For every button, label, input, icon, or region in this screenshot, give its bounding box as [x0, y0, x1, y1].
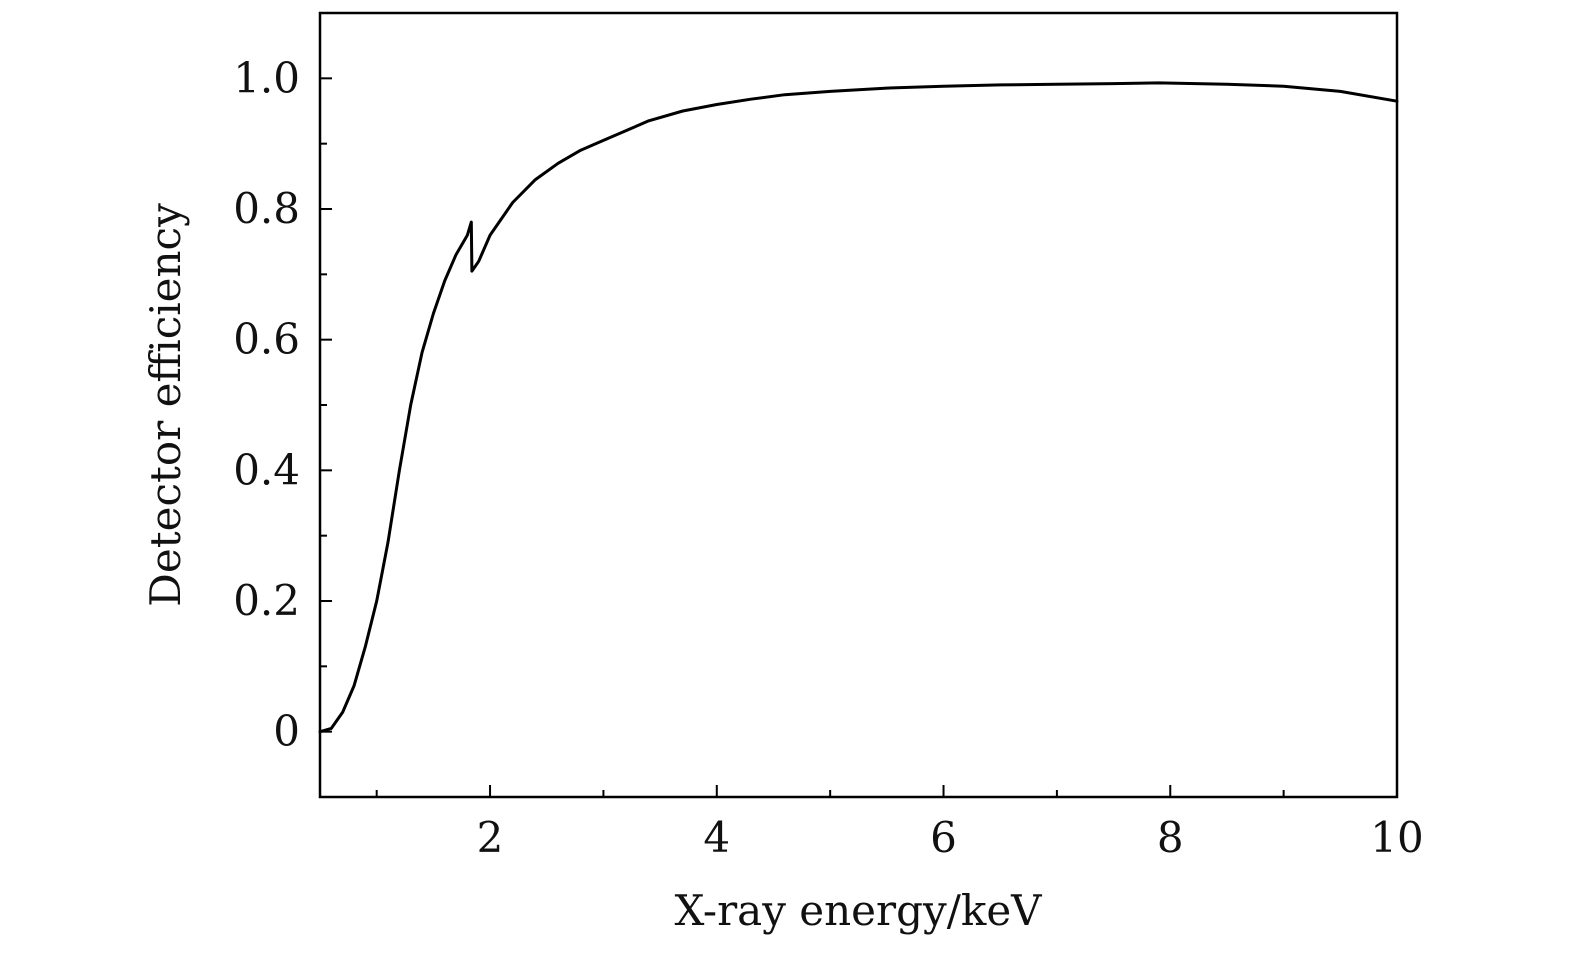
- x-tick-label: 8: [1157, 813, 1184, 862]
- x-tick-label: 4: [703, 813, 730, 862]
- y-tick-label: 0: [273, 707, 300, 756]
- y-axis-title: Detector efficiency: [141, 203, 190, 607]
- x-tick-label: 10: [1370, 813, 1423, 862]
- x-axis-title: X-ray energy/keV: [674, 886, 1042, 935]
- series-layer: [318, 81, 1399, 734]
- y-tick-label: 1.0: [233, 53, 300, 102]
- ticks-layer: [320, 77, 1398, 797]
- x-tick-label: 2: [477, 813, 504, 862]
- series-line: [318, 81, 1399, 734]
- plot-frame: [318, 11, 1399, 799]
- x-tick-label: 6: [930, 813, 957, 862]
- y-tick-label: 0.6: [233, 315, 300, 364]
- y-tick-label: 0.8: [233, 184, 300, 233]
- y-tick-label: 0.2: [233, 576, 300, 625]
- tick-labels-layer: 2 4 6 8 10 0 0.2 0.4 0.6 0.8 1.0: [233, 53, 1424, 862]
- y-tick-label: 0.4: [233, 445, 300, 494]
